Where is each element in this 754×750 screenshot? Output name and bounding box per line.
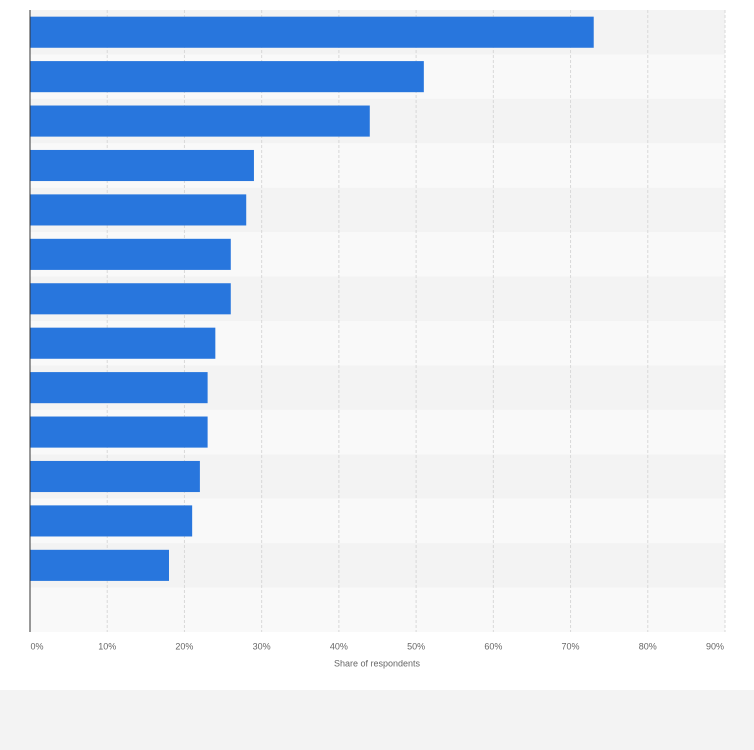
bar <box>30 327 216 359</box>
x-tick-label: 90% <box>706 641 724 651</box>
x-axis-label: Share of respondents <box>334 658 421 668</box>
bar <box>30 505 193 537</box>
bar <box>30 460 200 493</box>
bar <box>30 372 208 404</box>
bar <box>30 283 231 315</box>
bar <box>30 105 370 137</box>
x-tick-label: 50% <box>407 641 425 651</box>
x-tick-label: 30% <box>253 641 271 651</box>
bar <box>30 194 247 226</box>
bar <box>30 61 424 93</box>
bar <box>30 238 231 270</box>
x-tick-label: 10% <box>98 641 116 651</box>
bar <box>30 16 594 48</box>
row-band <box>30 587 725 632</box>
x-tick-label: 70% <box>562 641 580 651</box>
x-tick-label: 60% <box>484 641 502 651</box>
footer-band <box>0 690 754 750</box>
x-tick-label: 20% <box>175 641 193 651</box>
x-tick-label: 0% <box>30 641 43 651</box>
bar <box>30 416 208 448</box>
bar <box>30 149 254 182</box>
x-tick-label: 40% <box>330 641 348 651</box>
bar <box>30 549 169 581</box>
x-tick-label: 80% <box>639 641 657 651</box>
